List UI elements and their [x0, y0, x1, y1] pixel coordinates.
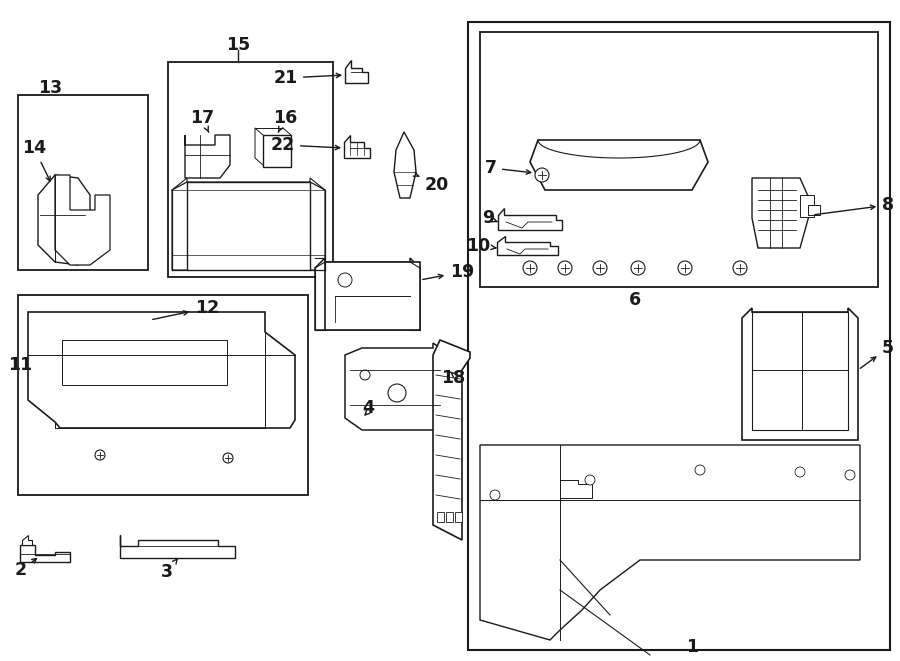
- Circle shape: [360, 370, 370, 380]
- Bar: [168, 62, 333, 277]
- Bar: [752, 312, 848, 430]
- Text: 15: 15: [226, 36, 250, 54]
- Polygon shape: [752, 178, 812, 248]
- Polygon shape: [433, 340, 470, 540]
- Bar: [62, 340, 227, 385]
- Circle shape: [535, 168, 549, 182]
- Text: 13: 13: [38, 79, 62, 97]
- Text: 14: 14: [22, 139, 50, 181]
- Bar: [808, 205, 820, 215]
- Circle shape: [388, 384, 406, 402]
- Polygon shape: [498, 208, 562, 230]
- Text: 10: 10: [466, 237, 496, 255]
- Polygon shape: [20, 545, 70, 562]
- Text: 16: 16: [273, 109, 297, 132]
- Text: 7: 7: [485, 159, 531, 177]
- Polygon shape: [55, 175, 110, 265]
- Text: 21: 21: [274, 69, 341, 87]
- Text: 12: 12: [153, 299, 220, 319]
- Polygon shape: [22, 535, 32, 545]
- Polygon shape: [42, 315, 172, 332]
- Polygon shape: [172, 178, 325, 270]
- Bar: [800, 195, 814, 217]
- Polygon shape: [28, 312, 295, 428]
- Text: 5: 5: [860, 339, 894, 368]
- Bar: [18, 295, 308, 495]
- Polygon shape: [120, 535, 235, 558]
- Polygon shape: [480, 445, 860, 640]
- Bar: [480, 32, 878, 287]
- Text: 2: 2: [15, 559, 37, 579]
- Text: 1: 1: [686, 638, 698, 656]
- Circle shape: [558, 261, 572, 275]
- Polygon shape: [344, 135, 370, 158]
- Circle shape: [338, 273, 352, 287]
- Text: 11: 11: [8, 356, 32, 374]
- Text: 3: 3: [161, 559, 177, 581]
- Text: 19: 19: [423, 263, 474, 281]
- Polygon shape: [560, 480, 592, 498]
- Circle shape: [795, 467, 805, 477]
- Circle shape: [845, 470, 855, 480]
- Text: 20: 20: [413, 172, 449, 194]
- Polygon shape: [497, 236, 558, 255]
- Bar: [446, 512, 453, 522]
- Bar: [437, 512, 444, 522]
- Circle shape: [585, 475, 595, 485]
- Bar: [325, 262, 420, 330]
- Text: 22: 22: [271, 136, 339, 154]
- Polygon shape: [345, 60, 368, 83]
- Text: 4: 4: [362, 399, 374, 417]
- Circle shape: [631, 261, 645, 275]
- Polygon shape: [394, 132, 416, 198]
- Circle shape: [490, 490, 500, 500]
- Text: 6: 6: [629, 291, 641, 309]
- Text: 9: 9: [482, 209, 497, 227]
- Text: 18: 18: [441, 369, 465, 387]
- Circle shape: [593, 261, 607, 275]
- Polygon shape: [38, 175, 90, 265]
- Text: 8: 8: [814, 196, 894, 215]
- Circle shape: [678, 261, 692, 275]
- Polygon shape: [187, 182, 310, 270]
- Bar: [85, 318, 140, 329]
- Bar: [455, 512, 462, 522]
- Circle shape: [523, 261, 537, 275]
- Polygon shape: [742, 308, 858, 440]
- Circle shape: [733, 261, 747, 275]
- Polygon shape: [185, 135, 230, 178]
- Polygon shape: [315, 258, 420, 330]
- Bar: [468, 22, 890, 650]
- Polygon shape: [530, 140, 708, 190]
- Bar: [18, 95, 148, 270]
- Circle shape: [223, 453, 233, 463]
- Text: 17: 17: [190, 109, 214, 132]
- Circle shape: [695, 465, 705, 475]
- Circle shape: [95, 450, 105, 460]
- Bar: [263, 135, 291, 167]
- Polygon shape: [345, 343, 450, 430]
